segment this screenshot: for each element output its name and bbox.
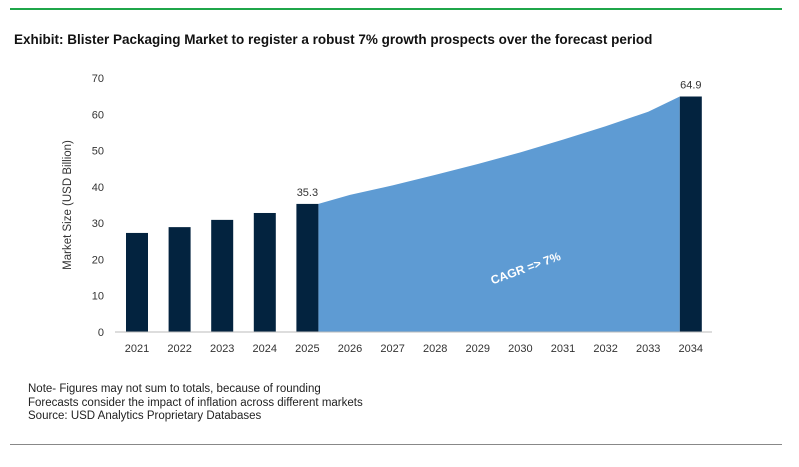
y-tick-label: 20	[92, 254, 104, 266]
y-tick-label: 0	[98, 327, 104, 339]
note-inflation: Forecasts consider the impact of inflati…	[28, 396, 363, 409]
bar-2021	[126, 232, 148, 332]
y-tick-label: 60	[92, 109, 104, 121]
note-rounding: Note- Figures may not sum to totals, bec…	[28, 383, 321, 395]
notes: Note- Figures may not sum to totals, bec…	[28, 383, 363, 424]
bar-2022	[168, 227, 191, 332]
bar-2034	[679, 96, 702, 333]
y-tick-label: 40	[92, 182, 104, 194]
x-tick-label: 2026	[338, 343, 362, 355]
data-label-2034: 64.9	[680, 80, 701, 92]
y-tick-label: 10	[92, 291, 104, 303]
chart-title: Exhibit: Blister Packaging Market to reg…	[14, 32, 653, 47]
forecast-area	[318, 96, 680, 333]
top-divider	[10, 8, 782, 10]
y-tick-label: 70	[92, 73, 104, 85]
x-tick-label: 2022	[167, 343, 191, 355]
x-tick-label: 2028	[423, 343, 447, 355]
x-tick-label: 2029	[466, 343, 490, 355]
x-tick-label: 2032	[593, 343, 617, 355]
x-tick-label: 2023	[210, 343, 234, 355]
y-tick-label: 50	[92, 146, 104, 158]
x-tick-label: 2034	[679, 343, 703, 355]
y-tick-label: 30	[92, 218, 104, 230]
bottom-divider	[10, 444, 782, 445]
x-tick-label: 2027	[380, 343, 404, 355]
x-tick-label: 2033	[636, 343, 660, 355]
x-tick-label: 2024	[253, 343, 277, 355]
y-axis-label: Market Size (USD Billion)	[62, 140, 74, 270]
x-tick-label: 2025	[295, 343, 319, 355]
bar-2024	[253, 212, 276, 332]
x-tick-label: 2031	[551, 343, 575, 355]
bar-2023	[211, 219, 234, 332]
x-tick-label: 2030	[508, 343, 532, 355]
bar-2025	[296, 203, 319, 332]
data-label-2025: 35.3	[297, 187, 318, 199]
x-tick-label: 2021	[125, 343, 149, 355]
note-source: Source: USD Analytics Proprietary Databa…	[28, 410, 262, 422]
